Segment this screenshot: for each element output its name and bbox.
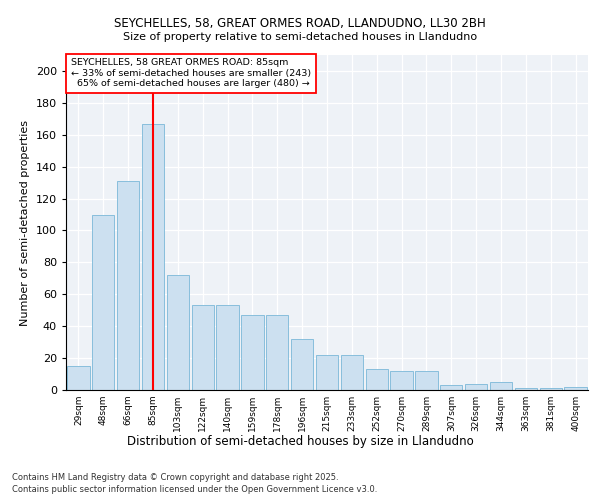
Text: Distribution of semi-detached houses by size in Llandudno: Distribution of semi-detached houses by … (127, 435, 473, 448)
Bar (266, 315, 289, 390)
Bar (391, 371, 413, 390)
Bar (316, 355, 338, 390)
Bar (465, 384, 487, 390)
Text: SEYCHELLES, 58 GREAT ORMES ROAD: 85sqm
← 33% of semi-detached houses are smaller: SEYCHELLES, 58 GREAT ORMES ROAD: 85sqm ←… (71, 58, 311, 88)
Bar (92, 214, 115, 390)
Bar (440, 385, 463, 390)
Bar (515, 388, 537, 390)
Text: Contains public sector information licensed under the Open Government Licence v3: Contains public sector information licen… (12, 485, 377, 494)
Bar (291, 339, 313, 390)
Bar (490, 382, 512, 390)
Bar (117, 181, 139, 390)
Text: Contains HM Land Registry data © Crown copyright and database right 2025.: Contains HM Land Registry data © Crown c… (12, 472, 338, 482)
Bar (142, 124, 164, 390)
Bar (241, 315, 263, 390)
Bar (565, 387, 587, 390)
Bar (365, 370, 388, 390)
Bar (217, 306, 239, 390)
Y-axis label: Number of semi-detached properties: Number of semi-detached properties (20, 120, 30, 326)
Text: Size of property relative to semi-detached houses in Llandudno: Size of property relative to semi-detach… (123, 32, 477, 42)
Bar (341, 355, 363, 390)
Bar (191, 306, 214, 390)
Bar (539, 388, 562, 390)
Bar (67, 366, 89, 390)
Bar (415, 371, 437, 390)
Bar (167, 275, 189, 390)
Text: SEYCHELLES, 58, GREAT ORMES ROAD, LLANDUDNO, LL30 2BH: SEYCHELLES, 58, GREAT ORMES ROAD, LLANDU… (114, 18, 486, 30)
